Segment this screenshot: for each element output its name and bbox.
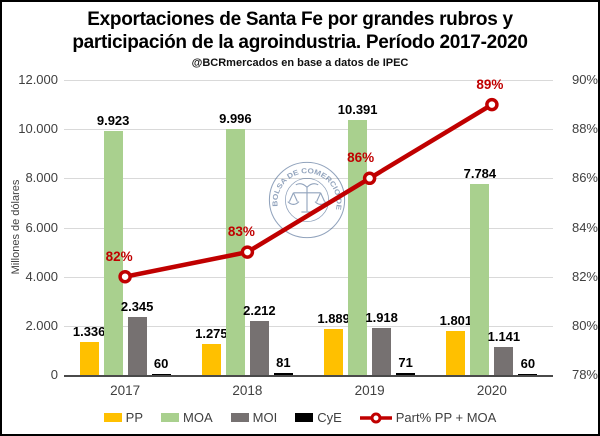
- x-axis-label-2018: 2018: [232, 383, 263, 398]
- bar-moi: [249, 320, 269, 375]
- x-axis-label-2019: 2019: [354, 383, 385, 398]
- bar-pp: [79, 342, 99, 375]
- legend-label: MOI: [252, 410, 278, 425]
- scales-icon: [287, 183, 327, 213]
- x-axis-label-2017: 2017: [110, 383, 141, 398]
- bar-group-2017: 1.336 9.923 2.345 60: [64, 80, 186, 375]
- bar-cell-moa-2017: 9.923: [97, 113, 129, 375]
- bar-moi: [372, 327, 392, 375]
- legend-swatch-icon: [295, 413, 314, 422]
- legend-item-part-pp-moa: Part% PP + MOA: [359, 410, 497, 425]
- bar-cye: [273, 373, 293, 375]
- bar-value-label: 7.784: [463, 165, 497, 181]
- bar-cell-moi-2020: 1.141: [488, 329, 520, 375]
- bar-value-label: 9.996: [219, 111, 252, 127]
- legend-swatch-icon: [161, 413, 180, 422]
- legend-swatch-icon: [103, 413, 122, 422]
- bar-moa: [103, 131, 123, 375]
- bar-cell-pp-2020: 1.801: [440, 313, 472, 375]
- legend-item-moi: MOI: [230, 410, 278, 425]
- bar-cell-pp-2019: 1.889: [317, 311, 350, 375]
- legend-label: Part% PP + MOA: [395, 410, 497, 425]
- legend: PP MOA MOI CyE Part% PP + MOA: [2, 410, 598, 425]
- y-axis-right-tick: 80%: [571, 317, 598, 333]
- bar-pp: [446, 330, 466, 375]
- participation-label: 82%: [105, 248, 133, 264]
- bar-value-label: 81: [276, 355, 291, 371]
- bar-value-label: 60: [520, 355, 536, 371]
- bar-value-label: 1.336: [72, 324, 106, 340]
- bar-value-label: 2.345: [120, 299, 154, 315]
- y-axis-right-tick: 82%: [571, 268, 598, 284]
- bar-value-label: 1.918: [365, 309, 398, 325]
- bar-cell-moa-2019: 10.391: [338, 102, 378, 375]
- gridline: [64, 325, 553, 327]
- bar-pp: [324, 328, 344, 375]
- bar-cell-cye-2017: 60: [151, 355, 171, 375]
- participation-label: 83%: [227, 224, 255, 240]
- gridline: [64, 80, 553, 81]
- bar-cell-moa-2020: 7.784: [464, 166, 496, 375]
- participation-label: 89%: [476, 76, 504, 92]
- plot-area: BOLSA DE COMERCIO DE ROSARIO 1.336 9.923 2…: [64, 80, 553, 377]
- legend-item-moa: MOA: [161, 410, 213, 425]
- bar-cell-cye-2019: 71: [396, 355, 416, 375]
- chart-header: Exportaciones de Santa Fe por grandes ru…: [2, 8, 598, 69]
- y-axis-right-tick: 88%: [571, 121, 598, 137]
- legend-label: MOA: [183, 410, 213, 425]
- bar-value-label: 9.923: [96, 113, 130, 129]
- legend-item-cye: CyE: [295, 410, 342, 425]
- bar-cell-moi-2018: 2.212: [243, 303, 276, 375]
- chart-title-line2: participación de la agroindustria. Perío…: [72, 32, 528, 53]
- y-axis-left-tick: 12.000: [18, 72, 58, 87]
- bar-cye: [396, 373, 416, 375]
- bar-cell-pp-2018: 1.275: [195, 326, 228, 375]
- y-axis-right-tick: 90%: [571, 72, 598, 87]
- y-axis-left-tick: 6.000: [25, 219, 58, 235]
- participation-label: 86%: [347, 150, 375, 166]
- y-axis-left-tick: 4.000: [25, 268, 58, 284]
- y-axis-right-tick: 78%: [571, 367, 598, 382]
- bar-cell-moi-2017: 2.345: [121, 299, 153, 375]
- bar-value-label: 10.391: [337, 101, 378, 117]
- bar-pp: [201, 343, 221, 375]
- y-axis-left-tick: 8.000: [25, 170, 58, 186]
- legend-swatch-icon: [230, 413, 249, 422]
- bar-cell-cye-2020: 60: [518, 355, 538, 375]
- y-axis-right-tick: 86%: [571, 170, 598, 186]
- bar-value-label: 1.801: [439, 312, 473, 328]
- bar-cye: [518, 373, 538, 375]
- chart-title-line1: Exportaciones de Santa Fe por grandes ru…: [87, 9, 513, 30]
- bar-moa: [470, 183, 490, 375]
- bar-cell-cye-2018: 81: [273, 355, 293, 375]
- chart-subtitle: @BCRmercados en base a datos de IPEC: [191, 57, 409, 69]
- bar-moi: [127, 317, 147, 375]
- y-axis-left-tick: 0: [50, 367, 58, 382]
- x-axis-label-2020: 2020: [476, 383, 507, 398]
- bar-value-label: 1.275: [195, 325, 228, 341]
- bar-moa: [225, 129, 245, 375]
- legend-line-marker-icon: [359, 412, 392, 423]
- bolsa-comercio-rosario-seal-watermark: BOLSA DE COMERCIO DE ROSARIO: [267, 160, 346, 239]
- y-axis-left-tick: 10.000: [18, 121, 58, 137]
- bar-group-2020: 1.801 7.784 1.141 60: [431, 80, 553, 375]
- bar-value-label: 2.212: [243, 302, 276, 318]
- y-axis-left-tick: 2.000: [25, 317, 58, 333]
- bar-cell-pp-2017: 1.336: [73, 324, 105, 375]
- legend-label: PP: [125, 410, 144, 425]
- bar-value-label: 71: [398, 355, 413, 371]
- legend-item-pp: PP: [103, 410, 144, 425]
- bar-value-label: 1.141: [487, 328, 521, 344]
- bar-value-label: 60: [153, 355, 169, 371]
- bar-moi: [494, 346, 514, 375]
- legend-label: CyE: [317, 410, 342, 425]
- bar-cye: [151, 373, 171, 375]
- bar-cell-moi-2019: 1.918: [365, 310, 398, 375]
- bar-cell-moa-2018: 9.996: [219, 111, 252, 375]
- bar-value-label: 1.889: [317, 310, 350, 326]
- y-axis-right-tick: 84%: [571, 219, 598, 235]
